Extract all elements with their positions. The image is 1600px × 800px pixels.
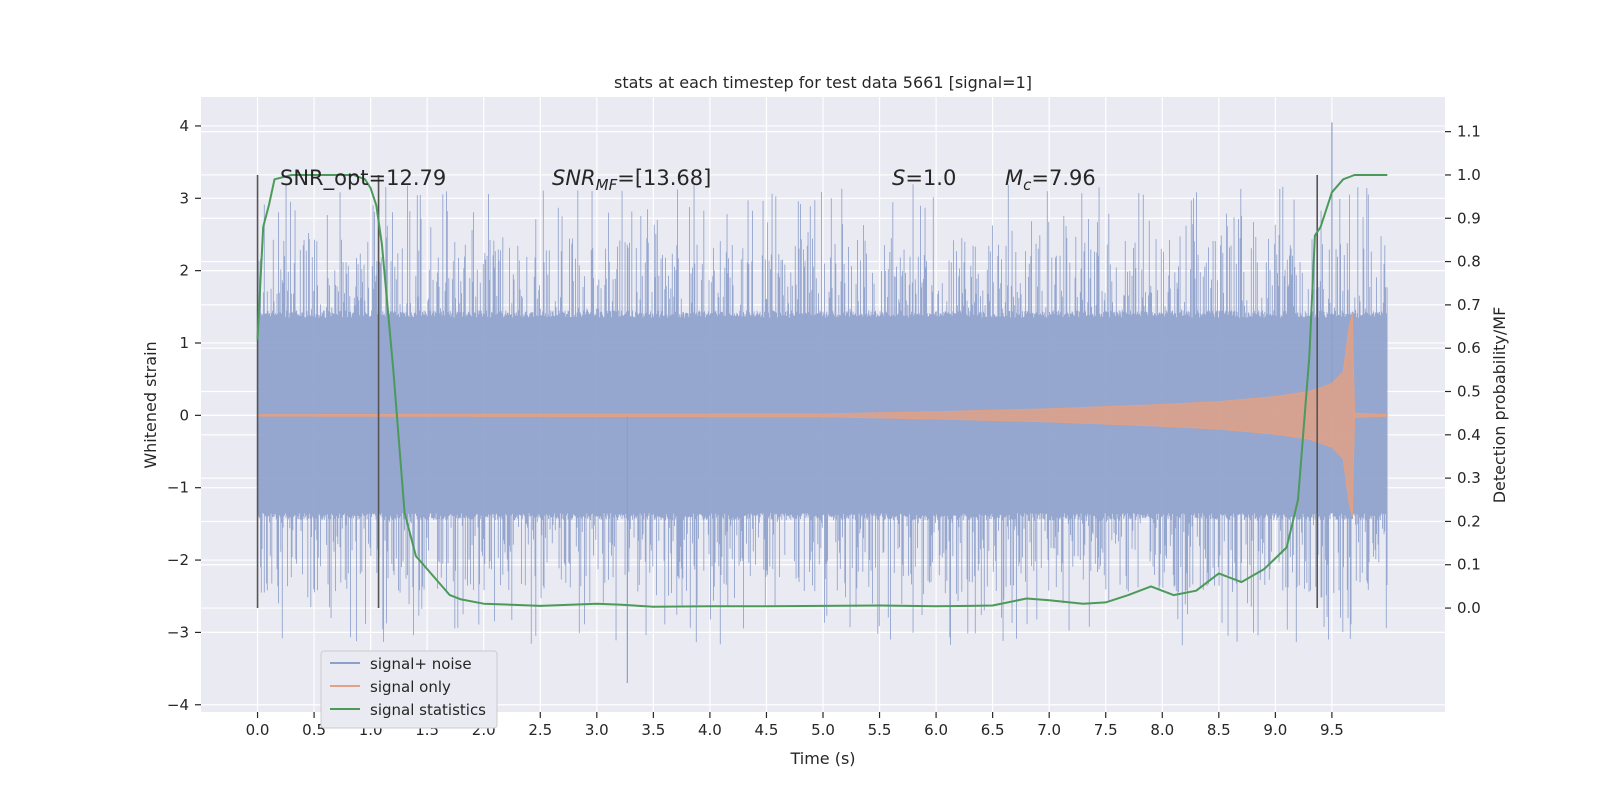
annotation-snr-mf-value: =[13.68] [617,166,711,190]
left-axis-ticks: 4 3 2 1 0 −1 −2 −3 −4 [167,117,201,714]
left-tick-label-2: 2 [179,262,189,280]
legend-box [320,650,498,729]
series-signal-statistics [256,174,1388,608]
annotation-snr-mf-subscript: MF [596,176,618,194]
annotation-s-value: =1.0 [905,166,956,190]
legend-label-signal-plus-noise: signal+ noise [370,655,472,673]
legend-label-signal-statistics: signal statistics [370,701,486,719]
right-axis-label: Detection probability/MF [1490,307,1509,504]
x-tick-label-7: 3.5 [641,721,665,739]
x-tick-label-1: 0.5 [302,721,326,739]
right-tick-label-5: 0.6 [1457,339,1481,357]
right-tick-label-9: 0.2 [1457,512,1481,530]
vertical-markers [256,174,1319,609]
right-tick-label-3: 0.8 [1457,253,1481,271]
x-tick-label-0: 0.0 [246,721,270,739]
right-tick-label-7: 0.4 [1457,426,1481,444]
annotation-s-symbol: S [892,166,905,190]
right-tick-label-0: 1.1 [1457,123,1481,141]
right-tick-label-8: 0.3 [1457,469,1481,487]
x-tick-label-14: 7.0 [1037,721,1061,739]
annotation-s: S=1.0 [892,166,956,190]
annotation-mc-value: =7.96 [1031,166,1095,190]
right-tick-label-2: 0.9 [1457,209,1481,227]
x-tick-label-13: 6.5 [981,721,1005,739]
right-axis-ticks: 1.1 1.0 0.9 0.8 0.7 0.6 0.5 0.4 0.3 0.2 0.1 0.0 [1445,123,1481,617]
left-tick-label-8: −4 [167,696,189,714]
right-tick-label-1: 1.0 [1457,166,1481,184]
x-tick-label-19: 9.5 [1320,721,1344,739]
legend-label-signal-only: signal only [370,678,451,696]
x-tick-label-8: 4.0 [698,721,722,739]
annotation-snr-opt: SNR_opt=12.79 [280,166,446,191]
chart-title: stats at each timestep for test data 566… [614,73,1032,92]
right-tick-label-6: 0.5 [1457,383,1481,401]
x-tick-label-6: 3.0 [585,721,609,739]
signal-statistics-line [256,174,1388,608]
x-tick-label-9: 4.5 [755,721,779,739]
x-tick-label-18: 9.0 [1263,721,1287,739]
right-tick-label-11: 0.0 [1457,599,1481,617]
left-tick-label-7: −3 [167,623,189,641]
x-tick-label-15: 7.5 [1094,721,1118,739]
annotation-mc-symbol: M [1005,166,1023,190]
x-tick-label-5: 2.5 [528,721,552,739]
x-tick-label-16: 8.0 [1150,721,1174,739]
annotation-snr-mf: SNRMF=[13.68] [552,166,711,194]
annotation-mc: Mc=7.96 [1005,166,1096,194]
y-axis-label: Whitened strain [141,341,160,468]
left-tick-label-6: −2 [167,551,189,569]
x-tick-label-10: 5.0 [811,721,835,739]
x-axis-ticks: 0.0 0.5 1.0 1.5 2.0 2.5 3.0 3.5 4.0 4.5 5.0 5.5 6.0 6… [246,712,1344,739]
series-signal-only [257,313,1388,517]
x-tick-label-11: 5.5 [868,721,892,739]
left-tick-label-1: 3 [179,189,189,207]
legend: signal+ noise signal only signal statist… [320,650,498,729]
x-axis-label: Time (s) [789,749,855,768]
left-tick-label-4: 0 [179,406,189,424]
right-tick-label-10: 0.1 [1457,556,1481,574]
x-tick-label-17: 8.5 [1207,721,1231,739]
right-tick-label-4: 0.7 [1457,296,1481,314]
left-tick-label-5: −1 [167,479,189,497]
annotation-mc-subscript: c [1023,176,1032,194]
x-tick-label-12: 6.0 [924,721,948,739]
signal-only-trace [257,313,1388,517]
left-tick-label-0: 4 [179,117,189,135]
left-tick-label-3: 1 [179,334,189,352]
annotation-snr-mf-symbol: SNR [552,166,596,190]
